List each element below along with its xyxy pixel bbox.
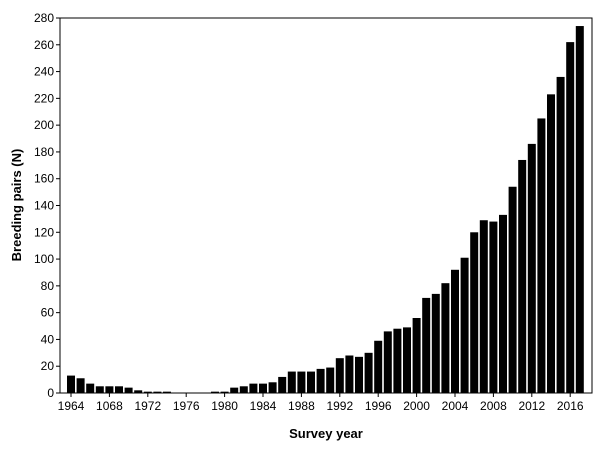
bar-2008 [489, 221, 498, 393]
x-tick-label: 1976 [173, 399, 200, 413]
y-tick-label: 20 [41, 359, 55, 373]
y-tick-label: 0 [47, 386, 54, 400]
y-tick-label: 120 [34, 225, 54, 239]
x-tick-label: 2016 [557, 399, 584, 413]
bar-1999 [403, 327, 411, 394]
bar-2003 [441, 283, 450, 393]
bar-2015 [556, 76, 565, 394]
bar-1973 [153, 391, 162, 393]
y-tick-label: 140 [34, 199, 54, 213]
y-tick-label: 40 [41, 332, 55, 346]
bar-2001 [422, 297, 431, 393]
bar-1990 [316, 368, 325, 393]
bar-2016 [566, 42, 575, 394]
bar-2004 [451, 269, 459, 393]
bar-1983 [249, 383, 258, 394]
bar-2017 [575, 26, 584, 393]
x-axis-ticks: 1964 1068 1972 1976 1980 1984 1988 1992 1996 2000… [58, 393, 584, 413]
x-axis-title: Survey year [289, 426, 363, 441]
bar-1971 [134, 390, 143, 393]
bar-1994 [355, 356, 363, 393]
bar-1997 [383, 331, 392, 393]
x-tick-label: 1988 [288, 399, 315, 413]
bar-2005 [460, 257, 469, 393]
y-axis-ticks: 0 20 40 60 80 100 120 140 160 180 200 220 240 260 280 [34, 11, 60, 400]
bar-1966 [86, 383, 95, 394]
bar-1989 [307, 371, 315, 393]
bar-1965 [76, 378, 85, 393]
bar-1985 [268, 382, 277, 393]
y-tick-label: 200 [34, 118, 54, 132]
x-tick-label: 2000 [403, 399, 430, 413]
bar-1998 [393, 328, 402, 393]
y-tick-label: 60 [41, 306, 55, 320]
x-tick-label: 2012 [518, 399, 545, 413]
bar-1991 [326, 367, 335, 393]
y-tick-label: 160 [34, 172, 54, 186]
y-tick-label: 80 [41, 279, 55, 293]
x-tick-label: 1984 [250, 399, 277, 413]
bar-1979 [211, 391, 219, 393]
bar-1970 [124, 387, 133, 393]
y-tick-label: 260 [34, 38, 54, 52]
bar-1996 [374, 340, 383, 393]
bar-2002 [431, 293, 440, 393]
bar-1967 [95, 386, 104, 393]
bar-2009 [499, 214, 507, 394]
x-tick-label: 2004 [442, 399, 469, 413]
y-tick-label: 100 [34, 252, 54, 266]
bar-1969 [115, 386, 123, 393]
bar-1986 [278, 376, 287, 393]
x-tick-label: 1980 [211, 399, 238, 413]
y-axis-title: Breeding pairs (N) [9, 149, 24, 262]
bar-1974 [163, 391, 171, 393]
x-tick-label: 1068 [96, 399, 123, 413]
bar-1981 [230, 387, 239, 393]
bar-1993 [345, 355, 354, 393]
bar-2007 [479, 220, 488, 393]
bar-1984 [259, 383, 267, 394]
bar-2013 [537, 118, 546, 393]
bar-2010 [508, 186, 517, 393]
bar-1992 [335, 358, 344, 393]
bar-1982 [239, 386, 248, 393]
x-tick-label: 2008 [480, 399, 507, 413]
bar-2006 [470, 232, 479, 393]
y-tick-label: 180 [34, 145, 54, 159]
bar-1980 [220, 391, 229, 393]
x-tick-label: 1964 [58, 399, 85, 413]
y-tick-label: 240 [34, 65, 54, 79]
bar-1988 [297, 371, 306, 393]
bar-1987 [287, 371, 296, 393]
bar-1964 [67, 375, 75, 393]
bars-group [67, 26, 584, 394]
x-tick-label: 1996 [365, 399, 392, 413]
bar-1995 [364, 352, 373, 393]
x-tick-label: 1992 [326, 399, 353, 413]
bar-2000 [412, 318, 421, 393]
y-tick-label: 280 [34, 11, 54, 25]
bar-2014 [547, 94, 555, 393]
bar-2011 [518, 159, 527, 393]
bar-1972 [143, 391, 152, 393]
bar-1968 [105, 386, 114, 393]
y-tick-label: 220 [34, 91, 54, 105]
x-tick-label: 1972 [134, 399, 161, 413]
plot-frame [59, 17, 593, 394]
bar-2012 [527, 143, 536, 393]
